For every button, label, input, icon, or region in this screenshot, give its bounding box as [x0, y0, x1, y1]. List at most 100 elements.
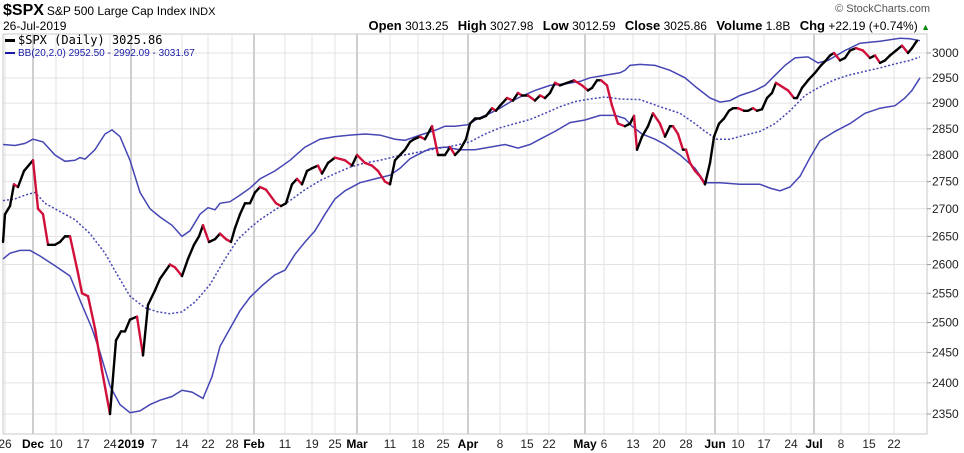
y-tick-label: 2550 [932, 286, 959, 300]
price-segment [651, 112, 662, 125]
x-tick-label: 11 [279, 437, 292, 451]
high-label: High [457, 18, 487, 33]
x-tick-label: 10 [731, 437, 745, 451]
price-segment [894, 44, 904, 52]
price-segment [158, 269, 168, 281]
price-segment [900, 44, 910, 55]
price-segment [86, 294, 97, 330]
price-segment [610, 104, 620, 125]
x-tick-label: 20 [652, 437, 666, 451]
x-tick-label: 17 [757, 437, 771, 451]
y-tick-label: 2450 [932, 345, 959, 359]
price-segment [813, 64, 823, 75]
price-segment [640, 125, 650, 138]
price-segment [355, 153, 367, 165]
legend-bb-text: BB(20,2.0) 2952.50 - 2992.09 - 3031.67 [18, 48, 195, 59]
price-segment [248, 191, 257, 205]
symbol: $SPX [3, 2, 44, 19]
y-tick-label: 2700 [932, 202, 959, 216]
y-tick-label: 3000 [932, 46, 959, 60]
price-segment [708, 135, 716, 165]
price-segment [403, 140, 412, 151]
open-value: 3013.25 [405, 19, 449, 33]
price-segment [238, 202, 247, 216]
ohlc-summary: Open 3013.25 High 3027.98 Low 3012.59 Cl… [368, 18, 930, 33]
price-segment [300, 169, 309, 186]
price-segment [453, 148, 462, 157]
price-segment [770, 81, 778, 95]
price-segment [8, 183, 16, 208]
chart-legend: $SPX (Daily) 3025.86 BB(20,2.0) 2952.50 … [5, 34, 195, 60]
price-segment [511, 91, 520, 102]
price-segment [703, 161, 712, 186]
price-segment [363, 161, 374, 167]
y-tick-label: 2650 [932, 229, 959, 243]
bollinger-band-line [2, 37, 921, 238]
price-segment [388, 159, 397, 186]
x-tick-label: 2019 [118, 437, 145, 451]
price-segment [580, 84, 590, 92]
price-segment [873, 54, 882, 65]
price-segment [393, 153, 402, 162]
x-tick-label: May [573, 437, 597, 451]
price-segment [123, 318, 132, 333]
x-tick-label: 13 [626, 437, 640, 451]
legend-swatch-price [5, 39, 15, 42]
price-segment [218, 232, 228, 241]
price-segment [684, 148, 692, 165]
stockcharts-credit[interactable]: © StockCharts.com [835, 3, 930, 15]
x-tick-label: 17 [76, 437, 90, 451]
price-segment [36, 207, 45, 216]
price-segment [229, 226, 237, 244]
y-tick-label: 2500 [932, 316, 959, 330]
price-segment [316, 164, 324, 175]
price-segment [197, 224, 205, 238]
security-name: S&P 500 Large Cap Index [46, 4, 187, 18]
price-segment [786, 89, 796, 100]
x-tick-label: 10 [49, 437, 63, 451]
price-segment [526, 94, 537, 102]
price-segment [910, 39, 919, 50]
price-segment [443, 145, 452, 157]
close-value: 3025.86 [663, 19, 707, 33]
price-segment [253, 185, 262, 194]
x-tick-label: 22 [887, 437, 901, 451]
legend-price: $SPX (Daily) 3025.86 [5, 34, 195, 47]
y-axis: 2350 2400 2450 2500 2550 2600 2650 2700 2750 2800… [927, 46, 959, 421]
price-segment [795, 86, 804, 100]
price-segment [114, 330, 123, 342]
low-label: Low [542, 18, 569, 33]
price-segment [806, 71, 817, 82]
price-segment [599, 79, 609, 87]
price-segment [861, 49, 872, 60]
x-tick-label: 8 [838, 437, 845, 451]
price-segment [58, 235, 67, 244]
price-segment [498, 96, 509, 107]
price-segment [108, 339, 118, 416]
x-tick-label: 22 [542, 437, 556, 451]
price-segment [31, 159, 40, 210]
plot-series [1, 37, 921, 416]
price-segment [712, 122, 721, 138]
x-tick-label: 28 [679, 437, 693, 451]
bollinger-middle-line [2, 56, 921, 315]
price-segment [676, 132, 685, 151]
price-segment [146, 289, 157, 307]
price-segment [173, 266, 184, 278]
price-segment [213, 232, 222, 241]
price-segment [448, 145, 457, 157]
price-segment [888, 49, 898, 57]
price-segment [3, 204, 12, 216]
x-tick-label: Dec [22, 437, 44, 451]
price-segment [548, 81, 557, 95]
price-segment [201, 224, 211, 244]
y-tick-label: 2750 [932, 175, 959, 189]
x-tick-label: Feb [243, 437, 264, 451]
price-segment [326, 156, 337, 165]
price-segment [100, 369, 112, 416]
price-segment [646, 112, 655, 128]
chart-title: $SPX S&P 500 Large Cap Index INDX [3, 2, 215, 19]
x-tick-label: 24 [103, 437, 117, 451]
x-tick-label: 15 [862, 437, 876, 451]
price-segment [458, 138, 468, 151]
